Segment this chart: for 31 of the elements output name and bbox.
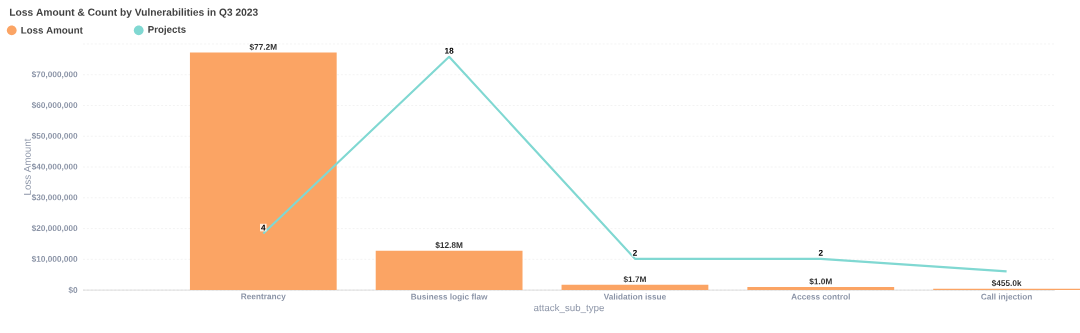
y-tick-label: $40,000,000 [31, 163, 78, 171]
bar [561, 284, 709, 291]
legend-label: Projects [148, 25, 186, 35]
y-tick-label: $70,000,000 [31, 70, 78, 79]
y-tick-label: $10,000,000 [31, 255, 78, 264]
chart-title: Loss Amount & Count by Vulnerabilities in Q3 2023 [9, 8, 258, 18]
data-label: $12.8M [435, 241, 463, 249]
x-tick-label: Call injection [981, 293, 1032, 302]
data-label: 4 [261, 224, 266, 231]
y-tick-label: $20,000,000 [31, 224, 78, 233]
data-label: $77.2M [249, 43, 277, 51]
y-tick-label: $50,000,000 [31, 132, 78, 140]
bar [747, 286, 895, 291]
x-tick-label: Business logic flaw [411, 293, 488, 302]
data-label: 18 [445, 47, 454, 54]
data-label: $1.0M [809, 278, 832, 285]
y-tick-label: $0 [68, 286, 78, 294]
x-axis-title: attack_sub_type [533, 304, 604, 314]
data-label: $1.7M [623, 275, 646, 283]
x-tick-label: Reentrancy [241, 293, 286, 301]
data-label: 2 [632, 249, 637, 256]
y-tick-label: $30,000,000 [31, 194, 78, 202]
data-label: 2 [818, 249, 823, 256]
bar [375, 250, 523, 291]
x-tick-label: Validation issue [603, 293, 666, 300]
bar [189, 52, 337, 291]
x-tick-label: Access control [791, 293, 850, 300]
y-axis-title: Loss Amount [24, 138, 31, 195]
data-label: $455.0k [991, 279, 1022, 287]
legend-label: Loss Amount [21, 26, 83, 34]
y-tick-label: $60,000,000 [31, 101, 78, 110]
